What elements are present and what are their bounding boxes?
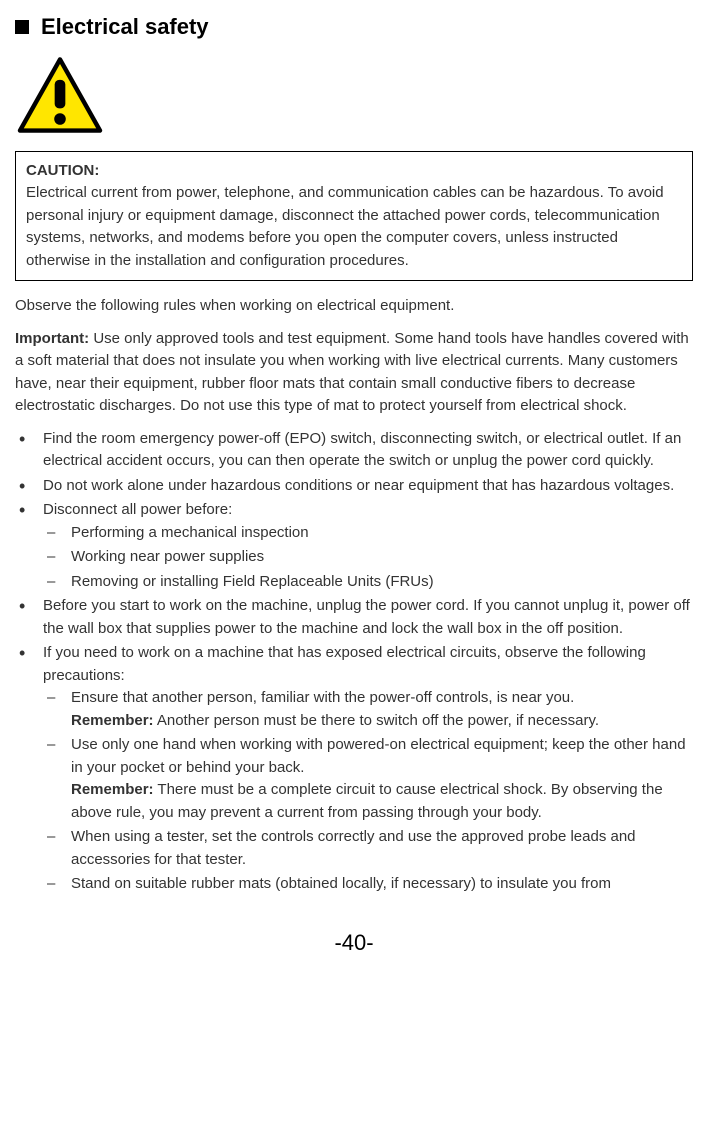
sub-list-item: Use only one hand when working with powe…	[43, 734, 693, 824]
sub-item-text: Ensure that another person, familiar wit…	[71, 689, 574, 706]
important-paragraph: Important: Use only approved tools and t…	[15, 328, 693, 418]
remember-label: Remember:	[71, 712, 154, 729]
sub-item-text: Use only one hand when working with powe…	[71, 736, 686, 776]
section-heading: Electrical safety	[15, 10, 693, 43]
sub-list-item: Ensure that another person, familiar wit…	[43, 687, 693, 732]
intro-text: Observe the following rules when working…	[15, 295, 693, 318]
remember-text: Another person must be there to switch o…	[154, 712, 600, 729]
page-number: -40-	[15, 926, 693, 959]
list-item: Before you start to work on the machine,…	[15, 595, 693, 640]
list-item-text: If you need to work on a machine that ha…	[43, 644, 646, 684]
sub-list-item: When using a tester, set the controls co…	[43, 826, 693, 871]
list-item: Do not work alone under hazardous condit…	[15, 475, 693, 498]
heading-title: Electrical safety	[41, 10, 209, 43]
important-label: Important:	[15, 330, 89, 347]
list-item: If you need to work on a machine that ha…	[15, 642, 693, 896]
list-item: Find the room emergency power-off (EPO) …	[15, 428, 693, 473]
sub-list-item: Removing or installing Field Replaceable…	[43, 571, 693, 594]
sub-list-item: Working near power supplies	[43, 546, 693, 569]
sub-list-item: Performing a mechanical inspection	[43, 522, 693, 545]
list-item-text: Disconnect all power before:	[43, 501, 232, 518]
main-bullet-list: Find the room emergency power-off (EPO) …	[15, 428, 693, 896]
sub-bullet-list: Performing a mechanical inspection Worki…	[43, 522, 693, 594]
heading-bullet-icon	[15, 20, 29, 34]
warning-icon	[15, 55, 693, 151]
remember-label: Remember:	[71, 781, 154, 798]
sub-bullet-list: Ensure that another person, familiar wit…	[43, 687, 693, 896]
important-body: Use only approved tools and test equipme…	[15, 330, 689, 415]
remember-text: There must be a complete circuit to caus…	[71, 781, 663, 821]
caution-box: CAUTION: Electrical current from power, …	[15, 151, 693, 282]
caution-title: CAUTION:	[26, 160, 682, 183]
list-item: Disconnect all power before: Performing …	[15, 499, 693, 593]
caution-body: Electrical current from power, telephone…	[26, 182, 682, 272]
sub-list-item: Stand on suitable rubber mats (obtained …	[43, 873, 693, 896]
